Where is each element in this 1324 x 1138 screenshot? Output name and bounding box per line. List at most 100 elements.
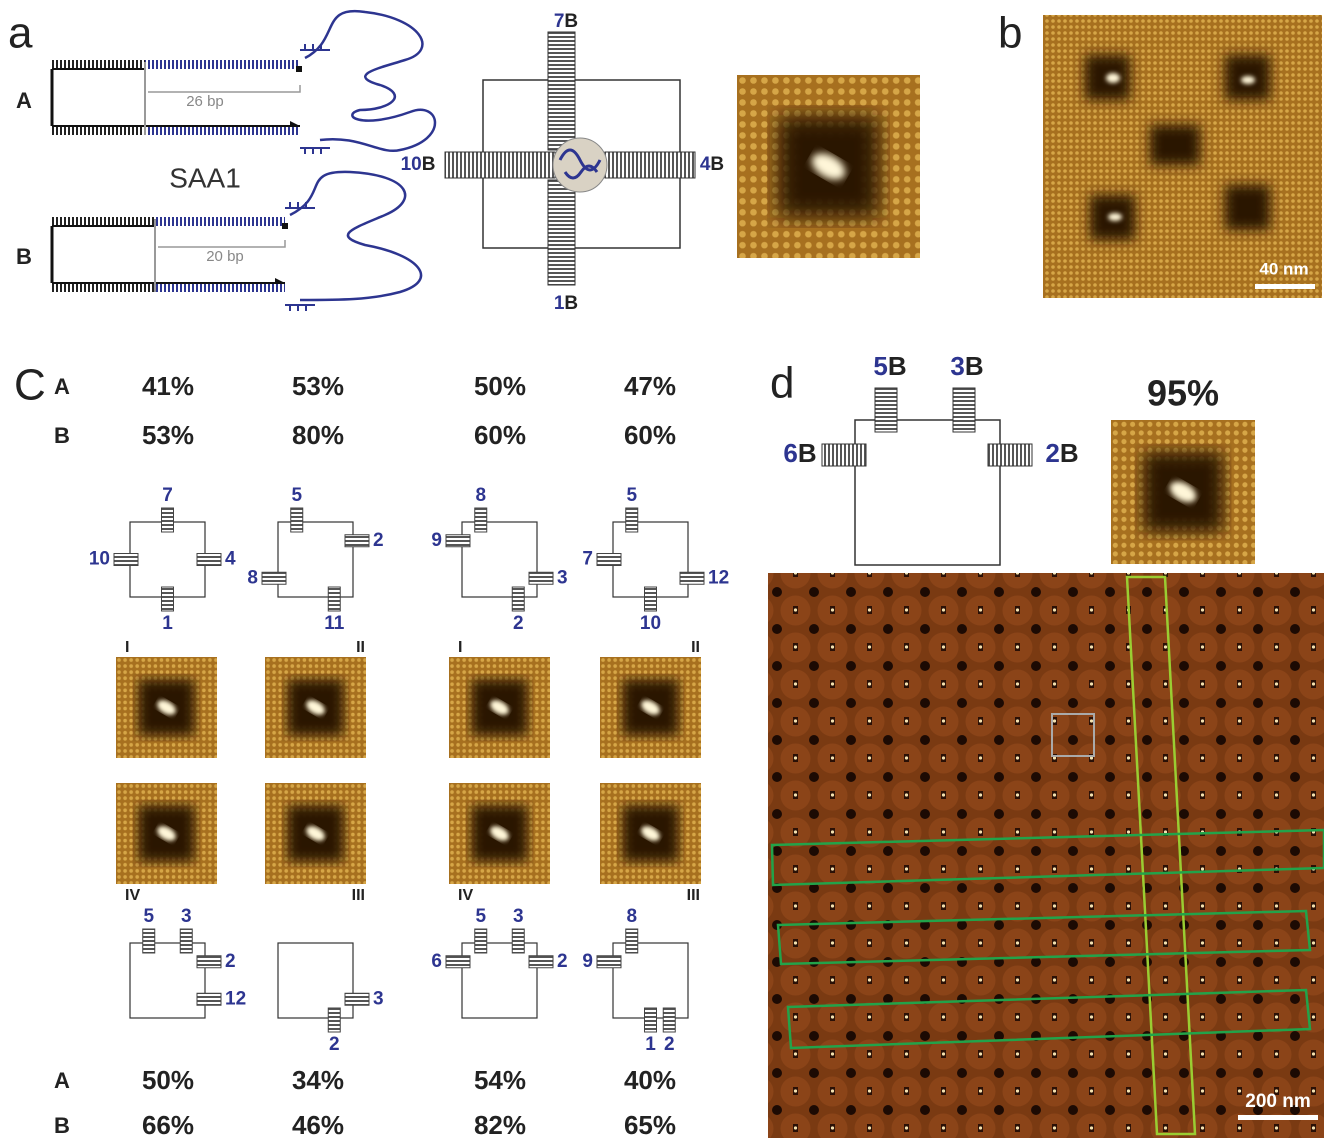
arm-label: 4B — [700, 154, 724, 175]
arm-label: 1 — [162, 613, 173, 634]
afm-image — [116, 783, 217, 884]
dna-arm — [512, 587, 524, 611]
dna-arm — [328, 587, 340, 611]
panel-label: C — [14, 361, 46, 410]
arm-letter: B — [564, 11, 578, 32]
arm-label: 2 — [513, 613, 524, 634]
afm-image — [265, 783, 366, 884]
arm-label: 8 — [626, 906, 637, 927]
dna-arm — [162, 587, 174, 611]
strand-label: B — [16, 244, 32, 269]
yield-value: 53% — [142, 420, 194, 450]
arm-label: 2 — [373, 530, 384, 551]
afm-image — [449, 657, 550, 758]
arm-label: 5 — [143, 906, 154, 927]
yield-value: 50% — [474, 371, 526, 401]
figure: a A B SAA1 26 bp 20 bp 7B 10B 4B 1B b 40… — [0, 0, 1324, 1138]
arm-letter: B — [1060, 438, 1079, 468]
row-label: B — [54, 1113, 70, 1138]
arm-label: 5 — [626, 485, 637, 506]
arm-label: 8 — [475, 485, 486, 506]
arm-label: 9 — [431, 530, 442, 551]
arm-number: 1 — [554, 293, 565, 314]
dna-arm — [529, 956, 553, 968]
origami-outline — [462, 522, 537, 597]
dna-arm — [645, 1008, 657, 1032]
dna-arm — [197, 956, 221, 968]
yield-value: 80% — [292, 420, 344, 450]
dna-arm — [162, 508, 174, 532]
yield-value: 65% — [624, 1110, 676, 1138]
arm-number: 2 — [1045, 438, 1059, 468]
yield-value: 66% — [142, 1110, 194, 1138]
arm-label: 2B — [1045, 438, 1078, 468]
scale-bar-label: 200 nm — [1245, 1091, 1310, 1112]
afm-image — [449, 783, 550, 884]
arm-label: 7 — [582, 549, 593, 570]
dna-arm — [328, 1008, 340, 1032]
dna-arm — [143, 929, 155, 953]
dna-arm — [446, 535, 470, 547]
arm-label: 3 — [557, 567, 568, 588]
yield-value: 53% — [292, 371, 344, 401]
origami-outline — [130, 522, 205, 597]
yield-value: 41% — [142, 371, 194, 401]
arm-label: 5 — [475, 906, 486, 927]
orientation-label: II — [356, 639, 365, 656]
arm-label: 2 — [329, 1034, 340, 1055]
origami-outline — [613, 522, 688, 597]
orientation-label: I — [125, 639, 129, 656]
arm-label: 11 — [324, 613, 345, 634]
arm-label: 3 — [181, 906, 192, 927]
dna-arm — [529, 572, 553, 584]
arm-number: 6 — [783, 438, 797, 468]
dna-arm — [114, 554, 138, 566]
origami-schematic — [822, 388, 1032, 565]
arm-label: 8 — [247, 567, 258, 588]
orientation-label: III — [687, 887, 700, 904]
dna-arm — [512, 929, 524, 953]
orientation-label: II — [691, 639, 700, 656]
dna-arm — [680, 572, 704, 584]
afm-image — [1111, 420, 1255, 564]
arm-label: 10 — [640, 613, 661, 634]
arm-label: 5B — [873, 351, 906, 381]
arm-number: 7 — [554, 11, 565, 32]
dna-arm — [262, 572, 286, 584]
orientation-label: I — [458, 639, 462, 656]
bp-label: 26 bp — [186, 93, 224, 110]
dna-arm — [626, 929, 638, 953]
origami-schematic — [445, 32, 695, 285]
dna-arm — [645, 587, 657, 611]
dna-arm — [475, 508, 487, 532]
strand-label: A — [16, 88, 32, 113]
orientation-label: IV — [458, 887, 473, 904]
row-label: A — [54, 1068, 70, 1093]
arm-label: 1 — [645, 1034, 656, 1055]
arm-label: 10B — [401, 154, 436, 175]
origami-outline — [462, 943, 537, 1018]
arm-label: 3 — [513, 906, 524, 927]
yield-value: 54% — [474, 1065, 526, 1095]
arm-letter: B — [888, 351, 907, 381]
afm-image — [600, 783, 701, 884]
arm-label: 1B — [554, 293, 578, 314]
arm-label: 7B — [554, 11, 578, 32]
dna-arm — [197, 993, 221, 1005]
afm-image — [737, 75, 920, 258]
arm-label: 2 — [664, 1034, 675, 1055]
bp-label: 20 bp — [206, 248, 244, 265]
arm-label: 3B — [950, 351, 983, 381]
dna-arm — [291, 508, 303, 532]
arm-letter: B — [710, 154, 724, 175]
orientation-label: III — [352, 887, 365, 904]
arm-letter: B — [965, 351, 984, 381]
panel-label: b — [998, 9, 1022, 58]
yield-value: 82% — [474, 1110, 526, 1138]
afm-image — [1043, 15, 1322, 298]
arm-label: 4 — [225, 549, 236, 570]
dna-arm — [345, 993, 369, 1005]
dna-arm — [626, 508, 638, 532]
dna-arm — [475, 929, 487, 953]
